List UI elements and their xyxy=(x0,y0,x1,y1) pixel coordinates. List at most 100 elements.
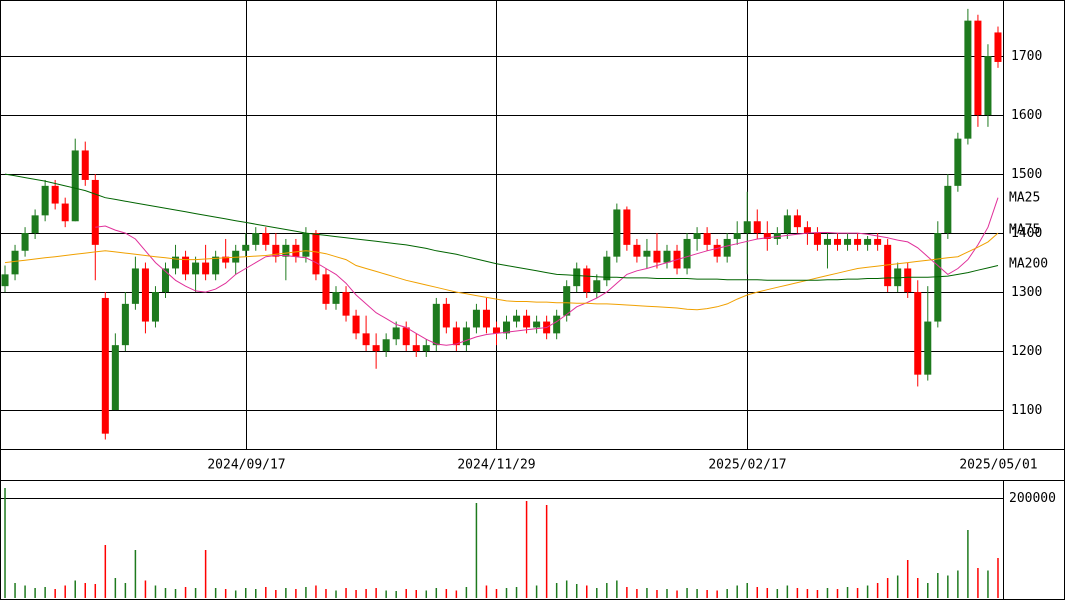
y-tick-label: 1600 xyxy=(1011,108,1042,123)
volume-bar xyxy=(565,580,568,598)
volume-bar xyxy=(134,550,137,598)
volume-bar xyxy=(114,578,117,598)
volume-bar xyxy=(465,587,468,598)
volume-bar xyxy=(525,501,528,598)
candle-body xyxy=(1,274,9,287)
candle-body xyxy=(172,256,180,269)
candle-body xyxy=(71,150,79,222)
volume-bar xyxy=(425,590,428,598)
volume-bar xyxy=(636,589,638,598)
candle-body xyxy=(161,268,170,293)
volume-bar xyxy=(34,588,36,598)
candle-body xyxy=(643,250,651,257)
candle-body xyxy=(633,244,641,257)
candle-body xyxy=(372,345,380,352)
volume-bar xyxy=(505,588,508,598)
volume-bar xyxy=(676,590,678,598)
volume-bar xyxy=(335,590,337,598)
candle-body xyxy=(523,315,531,328)
candle-body xyxy=(382,339,390,352)
candle-body xyxy=(362,333,370,346)
volume-bar xyxy=(786,585,789,598)
x-tick-label: 2024/11/29 xyxy=(457,458,535,473)
candle-body xyxy=(623,209,631,245)
volume-bar xyxy=(435,588,438,598)
candle-body xyxy=(723,238,731,257)
volume-bar xyxy=(646,588,648,598)
candle-body xyxy=(773,233,781,239)
volume-bar xyxy=(234,590,237,598)
ma-line xyxy=(4,173,999,281)
candle-body xyxy=(192,262,200,275)
candle-body xyxy=(11,250,19,275)
y-tick-label: 1500 xyxy=(1011,167,1042,182)
candle-body xyxy=(553,315,561,334)
volume-bar xyxy=(184,587,187,598)
candle-body xyxy=(603,256,611,281)
candle-body xyxy=(663,250,671,263)
volume-bar xyxy=(997,558,999,598)
volume-bar xyxy=(124,583,127,598)
candle-body xyxy=(803,227,811,234)
candle-body xyxy=(452,327,460,346)
volume-bar xyxy=(325,589,327,598)
volume-bar xyxy=(886,578,889,598)
volume-bar xyxy=(586,585,588,598)
candle-body xyxy=(954,138,962,186)
candle-body xyxy=(924,321,932,375)
volume-bar xyxy=(244,588,247,598)
candle-body xyxy=(793,215,801,228)
candle-body xyxy=(813,233,821,245)
x-tick-label: 2025/02/17 xyxy=(708,458,786,473)
ma-line xyxy=(4,232,999,311)
x-tick-label: 2024/09/17 xyxy=(207,458,285,473)
volume-bar xyxy=(24,585,26,598)
candle-body xyxy=(653,250,661,263)
volume-bar xyxy=(475,503,478,598)
candle-body xyxy=(242,244,250,251)
volume-bar xyxy=(927,583,929,598)
volume-bar xyxy=(104,545,107,598)
candle-body xyxy=(302,233,310,257)
volume-bar xyxy=(666,589,668,598)
volume-bar xyxy=(606,583,608,598)
volume-bar xyxy=(84,583,87,598)
volume-bar xyxy=(876,583,879,598)
volume-bar xyxy=(74,580,76,598)
candle-body xyxy=(232,250,240,263)
candle-body xyxy=(593,280,601,293)
candle-body xyxy=(472,309,480,328)
volume-bar xyxy=(365,589,367,598)
volume-bar xyxy=(555,583,558,598)
candle-body xyxy=(482,309,490,328)
candle-body xyxy=(222,256,230,263)
candle-body xyxy=(151,292,159,322)
volume-bar xyxy=(686,588,688,598)
candle-body xyxy=(713,244,721,257)
volume-bar xyxy=(987,570,989,598)
volume-bar xyxy=(385,590,387,598)
candle-body xyxy=(683,238,691,269)
candle-body xyxy=(984,56,992,116)
candle-body xyxy=(914,292,922,375)
candle-body xyxy=(101,297,109,434)
volume-bar xyxy=(455,590,458,598)
candle-body xyxy=(583,268,591,293)
volume-bar xyxy=(14,583,16,598)
candle-body xyxy=(854,238,862,245)
volume-bar xyxy=(445,589,448,598)
candle-body xyxy=(51,185,59,204)
candle-body xyxy=(121,303,129,346)
candle-body xyxy=(432,303,440,346)
candle-body xyxy=(894,268,902,287)
candle-body xyxy=(864,238,872,245)
volume-bar xyxy=(395,591,397,598)
candle-body xyxy=(533,321,541,328)
candle-body xyxy=(844,238,852,245)
volume-bar xyxy=(916,578,919,598)
candle-body xyxy=(573,268,581,287)
volume-bar xyxy=(415,590,417,598)
candle-body xyxy=(733,233,741,239)
candle-body xyxy=(874,238,882,245)
